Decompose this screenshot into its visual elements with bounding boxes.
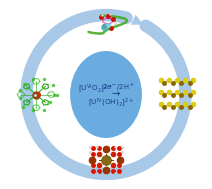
Text: $\rightarrow$: $\rightarrow$ <box>110 89 122 98</box>
Ellipse shape <box>70 51 142 138</box>
Text: $[\mathrm{U^{IV}(OH)_2}]^{2+}$: $[\mathrm{U^{IV}(OH)_2}]^{2+}$ <box>88 97 135 109</box>
Text: $2e^-/2\mathrm{H}^+$: $2e^-/2\mathrm{H}^+$ <box>102 81 135 93</box>
Text: $[\mathrm{U^{VI}O_2}]^{2+}$: $[\mathrm{U^{VI}O_2}]^{2+}$ <box>78 82 113 95</box>
